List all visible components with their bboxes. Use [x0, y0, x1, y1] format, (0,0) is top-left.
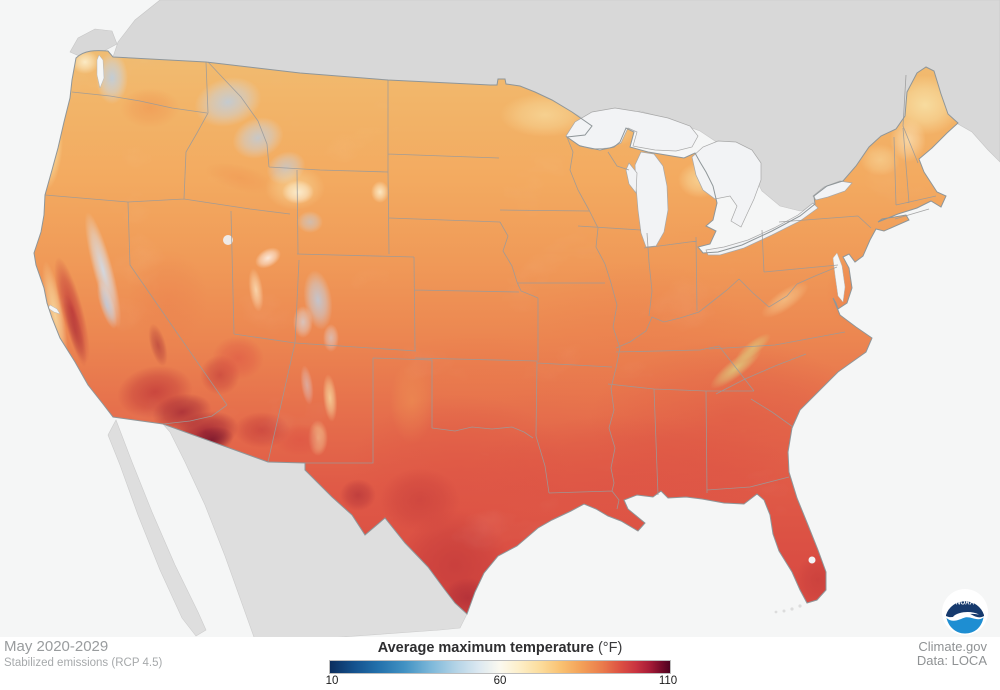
state-borders [44, 61, 937, 510]
attribution-site: Climate.gov [918, 639, 987, 654]
lake-huron [691, 140, 762, 228]
map-period-label: May 2020-2029 [4, 638, 109, 655]
attribution-source: Data: LOCA [916, 652, 987, 668]
legend-title: Average maximum temperature (°F) [377, 640, 623, 656]
map-scenario-label: Stabilized emissions (RCP 4.5) [4, 657, 163, 669]
colorbar-tick-max: 110 [658, 675, 678, 687]
colorbar-tick-mid: 60 [493, 675, 507, 687]
great-salt-lake [223, 235, 233, 245]
attribution: Climate.gov Data: LOCA [917, 640, 987, 667]
noaa-logo: NOAA [942, 589, 988, 635]
baja-peninsula [107, 419, 207, 637]
lake-erie [705, 202, 819, 256]
noaa-logo-wave [946, 617, 984, 634]
lake-okeechobee [808, 556, 816, 564]
florida-keys [774, 604, 802, 614]
great-lakes [565, 107, 853, 256]
noaa-logo-text: NOAA [956, 600, 975, 607]
legend-unit: (°F) [597, 640, 623, 656]
noaa-seagull-icon [953, 612, 979, 618]
colorbar-tick-min: 10 [325, 675, 339, 687]
puget-sound [96, 54, 105, 89]
colorbar [330, 661, 670, 673]
